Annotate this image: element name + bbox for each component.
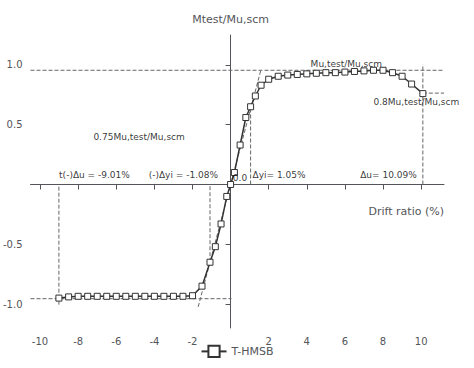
svg-text:0.75Mu,test/Mu,scm: 0.75Mu,test/Mu,scm bbox=[93, 132, 184, 142]
svg-text:Δyi= 1.05%: Δyi= 1.05% bbox=[252, 170, 305, 180]
svg-text:(-)Δyi = -1.08%: (-)Δyi = -1.08% bbox=[149, 170, 219, 180]
svg-text:2: 2 bbox=[265, 335, 272, 347]
svg-text:-0.5: -0.5 bbox=[3, 239, 23, 250]
svg-text:-10: -10 bbox=[32, 336, 48, 347]
svg-text:4: 4 bbox=[304, 336, 310, 347]
svg-text:Δu= 10.09%: Δu= 10.09% bbox=[360, 170, 417, 180]
svg-text:Mtest/Mu,scm: Mtest/Mu,scm bbox=[192, 13, 269, 26]
svg-text:-6: -6 bbox=[111, 336, 121, 347]
svg-text:-2: -2 bbox=[187, 336, 197, 347]
svg-text:0.5: 0.5 bbox=[7, 119, 23, 130]
svg-text:-1.0: -1.0 bbox=[3, 299, 23, 310]
svg-text:0.8Mu,test/Mu,scm: 0.8Mu,test/Mu,scm bbox=[373, 97, 459, 107]
svg-text:-8: -8 bbox=[73, 336, 83, 347]
svg-text:10: 10 bbox=[415, 336, 428, 347]
svg-text:t(-)Δu = -9.01%: t(-)Δu = -9.01% bbox=[59, 170, 130, 180]
svg-text:-4: -4 bbox=[149, 336, 159, 347]
svg-text:1.0: 1.0 bbox=[7, 59, 23, 70]
svg-text:T-HMSB: T-HMSB bbox=[231, 345, 274, 358]
svg-text:8: 8 bbox=[380, 336, 386, 347]
svg-text:Mu,test/Mu,scm: Mu,test/Mu,scm bbox=[311, 59, 382, 69]
svg-text:6: 6 bbox=[342, 336, 348, 347]
svg-text:0.0: 0.0 bbox=[233, 173, 248, 183]
svg-text:Drift ratio (%): Drift ratio (%) bbox=[369, 205, 444, 218]
